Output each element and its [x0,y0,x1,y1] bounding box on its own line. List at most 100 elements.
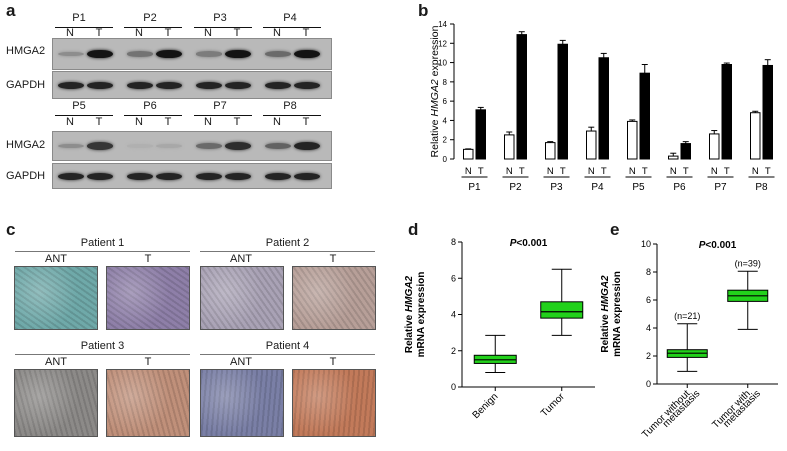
lane-label: N [66,27,74,39]
hmga2-band [196,51,222,57]
bar-n [504,134,515,160]
ihc-image-tumor [106,369,190,437]
y-axis-label-part: expression [429,25,441,79]
y-axis-label-part: Relative [429,117,441,158]
patient-underline [194,27,252,28]
gapdh-blot [52,71,332,99]
lane-label: N [204,116,212,128]
y-axis-label-part: HMGA2 [429,79,441,117]
y-axis-label: Relative HMGA2 [404,275,415,353]
y-tick-label: 8 [646,267,651,277]
category-label: P4 [591,182,604,193]
gapdh-band [58,172,84,180]
tumor-label: T [144,356,152,368]
lane-label: T [560,166,566,177]
lane-label: T [302,116,310,128]
gapdh-band [294,81,320,89]
group-underline [15,251,190,252]
gapdh-band [156,81,182,89]
p-value-text: <0.001 [705,240,736,251]
bar-t [680,143,691,160]
patient-underline [263,115,321,116]
patient-underline [263,27,321,28]
hmga2-band [127,144,153,148]
y-axis-label: Relative HMGA2 expression [429,25,441,157]
lane-label: N [66,116,74,128]
bar-t [721,64,732,160]
ihc-image-tumor [292,369,376,437]
category-label: Tumor [539,391,567,419]
y-tick-label: 0 [646,379,651,389]
patient-title: Patient 1 [80,237,125,249]
y-axis-label-part: Relative [600,311,611,352]
gapdh-band [294,172,320,180]
y-axis-label-part: HMGA2 [404,275,415,312]
gapdh-band [196,172,222,180]
gapdh-band [196,81,222,89]
panel-label-c: c [6,220,16,239]
ant-label: ANT [230,253,252,265]
hmga2-band [196,143,222,149]
gapdh-band [58,81,84,89]
lane-label: N [506,166,513,177]
y-tick-label: 12 [438,39,447,48]
category-label: P7 [714,182,727,193]
patient-underline [55,27,113,28]
lane-label: N [547,166,554,177]
lane-label: N [135,27,143,39]
panel-label-d: d [408,220,419,239]
lane-label: T [519,166,525,177]
y-axis-label-line2: mRNA expression [416,272,427,358]
bar-t [639,72,650,160]
gapdh-band [127,81,153,89]
patient-underline [55,115,113,116]
y-axis-label-part: HMGA2 [600,275,611,312]
hmga2-band [58,143,84,149]
blot-label-gapdh: GAPDH [6,79,46,91]
ant-label: ANT [45,356,67,368]
category-label: P8 [755,182,768,193]
ihc-image-ant [200,266,284,330]
y-tick-label: 2 [443,136,448,145]
bar-t [762,64,773,160]
category-label: P2 [509,182,522,193]
ihc-image-ant [14,369,98,437]
gapdh-band [87,172,113,180]
hmga2-band [156,144,182,148]
lane-label: N [273,27,281,39]
tumor-label: T [144,253,152,265]
hmga2-band [58,51,84,57]
hmga2-band [127,51,153,57]
ant-label: ANT [45,253,67,265]
patient-underline [124,115,182,116]
box [540,301,584,319]
y-tick-label: 6 [443,97,448,106]
bar-n [463,148,474,160]
bar-t [598,57,609,160]
hmga2-band [156,49,182,59]
gapdh-blot [52,163,332,189]
p-value-symbol: P [699,240,706,251]
y-tick-label: 0 [443,155,448,164]
patient-label: P6 [143,100,157,112]
y-tick-label: 6 [451,273,456,283]
panel-label-e: e [610,220,620,239]
lane-label: T [601,166,607,177]
bar-n [545,142,556,160]
hmga2-band [225,49,251,59]
gapdh-band [87,81,113,89]
lane-label: T [683,166,689,177]
hmga2-blot [52,38,332,70]
lane-label: T [302,27,310,39]
lane-label: N [588,166,595,177]
y-tick-label: 8 [451,237,456,247]
ihc-image-ant [14,266,98,330]
ihc-image-tumor [106,266,190,330]
bar-t [475,109,486,160]
y-tick-label: 4 [443,116,448,125]
y-tick-label: 14 [438,20,447,29]
lane-label: N [465,166,472,177]
lane-label: N [135,116,143,128]
lane-label: T [765,166,771,177]
